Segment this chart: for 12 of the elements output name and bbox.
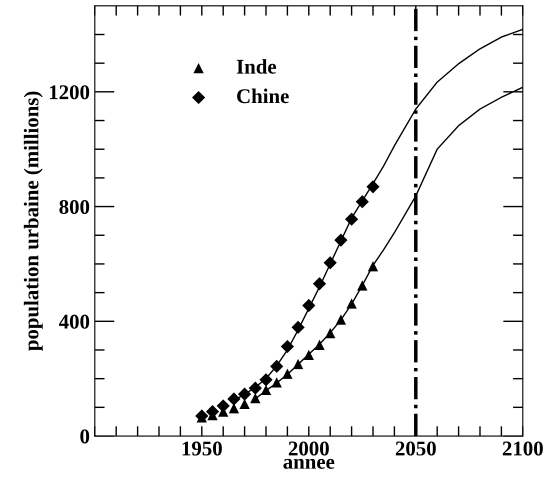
y-tick-label: 0 (80, 429, 90, 444)
y-tick-label: 800 (59, 200, 90, 214)
x-tick-label: 1950 (182, 441, 222, 456)
x-tick-label: 2100 (502, 441, 543, 456)
legend-label: Chine (237, 88, 289, 104)
y-tick-label: 400 (58, 314, 90, 329)
y-tick-label: 1200 (50, 85, 90, 100)
y-axis-title: population urbaine (millions) (24, 92, 43, 351)
x-axis-title: annee (283, 458, 334, 469)
legend-label: Inde (236, 59, 276, 74)
x-tick-label: 2000 (288, 441, 329, 456)
x-tick-label: 2050 (396, 441, 436, 456)
